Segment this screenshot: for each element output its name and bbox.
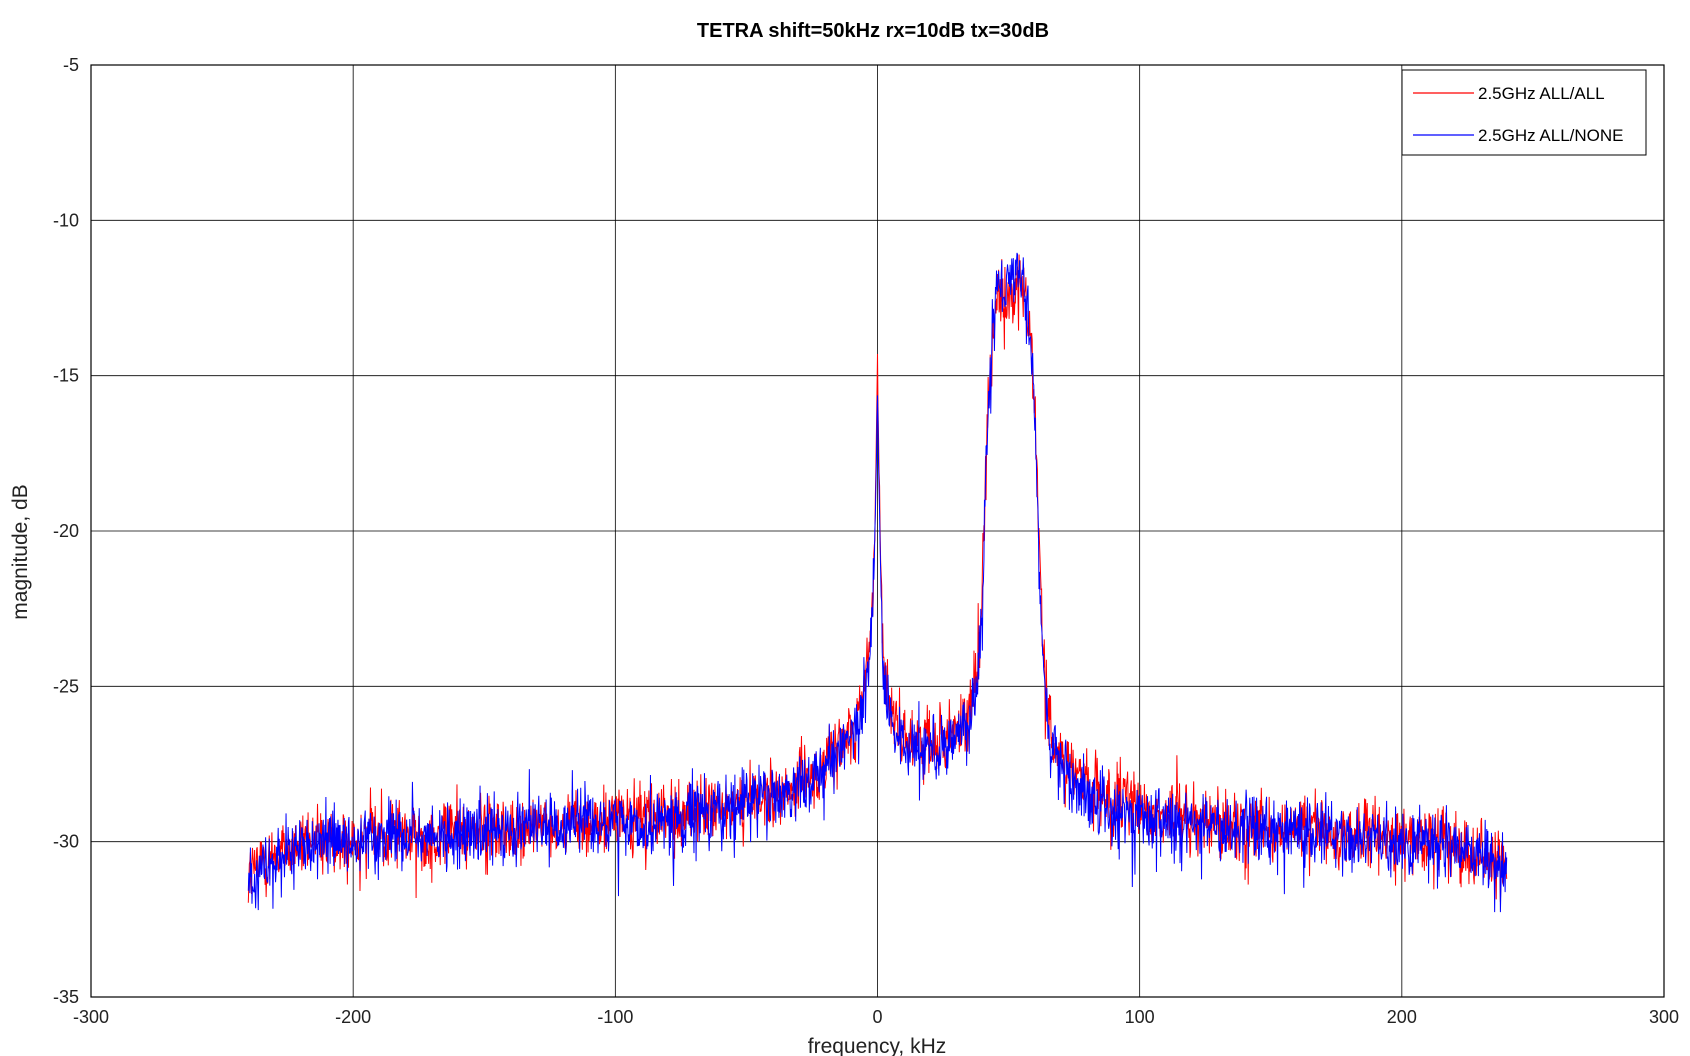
x-tick-label: 100	[1125, 1007, 1155, 1027]
x-tick-label: 0	[872, 1007, 882, 1027]
y-tick-label: -25	[53, 676, 79, 696]
y-tick-label: -15	[53, 366, 79, 386]
x-tick-label: 200	[1387, 1007, 1417, 1027]
legend-entry-label: 2.5GHz ALL/NONE	[1478, 126, 1624, 145]
y-tick-label: -10	[53, 210, 79, 230]
x-tick-label: -100	[597, 1007, 633, 1027]
y-tick-label: -20	[53, 521, 79, 541]
chart-title: TETRA shift=50kHz rx=10dB tx=30dB	[697, 20, 1049, 42]
legend-entry-label: 2.5GHz ALL/ALL	[1478, 84, 1605, 103]
x-tick-label: 300	[1649, 1007, 1679, 1027]
legend: 2.5GHz ALL/ALL 2.5GHz ALL/NONE	[1401, 69, 1647, 156]
y-tick-label: -5	[63, 55, 79, 75]
tick-label-layer: -300 -200 -100 0 100 200 300 -35 -30 -25 -20 -15 -10…	[53, 55, 1679, 1027]
series-line-2	[247, 252, 1508, 913]
series-layer	[247, 252, 1508, 913]
legend-box	[1401, 69, 1647, 156]
x-tick-label: -200	[335, 1007, 371, 1027]
y-axis-label: magnitude, dB	[9, 484, 32, 619]
x-tick-label: -300	[73, 1007, 109, 1027]
y-tick-label: -35	[53, 987, 79, 1007]
x-axis-label: frequency, kHz	[808, 1035, 947, 1056]
y-tick-label: -30	[53, 832, 79, 852]
plot-frame	[90, 64, 1665, 998]
